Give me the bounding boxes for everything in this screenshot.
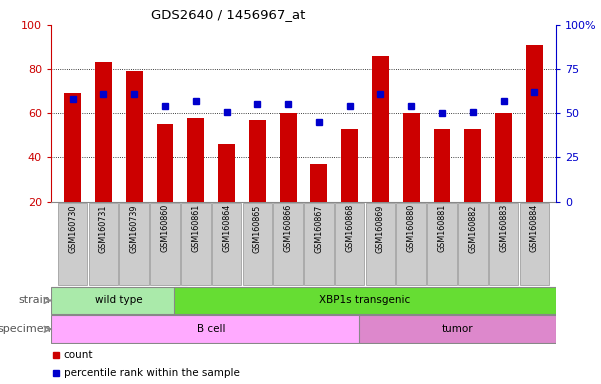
FancyBboxPatch shape (273, 203, 303, 285)
FancyBboxPatch shape (458, 203, 487, 285)
Text: GSM160880: GSM160880 (407, 204, 416, 252)
Bar (403, 113, 419, 202)
Text: wild type: wild type (95, 295, 142, 306)
Bar (311, 164, 328, 202)
FancyBboxPatch shape (174, 286, 556, 314)
Text: GSM160884: GSM160884 (530, 204, 539, 252)
FancyBboxPatch shape (51, 316, 371, 343)
Text: GSM160868: GSM160868 (345, 204, 354, 252)
Text: GSM160739: GSM160739 (130, 204, 139, 253)
Text: count: count (64, 350, 93, 360)
FancyBboxPatch shape (489, 203, 519, 285)
Text: GSM160861: GSM160861 (191, 204, 200, 252)
Text: GSM160881: GSM160881 (438, 204, 447, 252)
FancyBboxPatch shape (51, 286, 186, 314)
Text: GSM160882: GSM160882 (468, 204, 477, 253)
Text: GSM160869: GSM160869 (376, 204, 385, 253)
FancyBboxPatch shape (520, 203, 549, 285)
Bar (188, 118, 204, 202)
Bar (279, 113, 296, 202)
FancyBboxPatch shape (150, 203, 180, 285)
Bar (249, 120, 266, 202)
Text: GSM160860: GSM160860 (160, 204, 169, 252)
Text: GDS2640 / 1456967_at: GDS2640 / 1456967_at (151, 8, 305, 21)
Text: GSM160866: GSM160866 (284, 204, 293, 252)
Text: GSM160867: GSM160867 (314, 204, 323, 253)
FancyBboxPatch shape (335, 203, 364, 285)
Bar (526, 45, 543, 202)
Text: XBP1s transgenic: XBP1s transgenic (320, 295, 410, 306)
FancyBboxPatch shape (212, 203, 242, 285)
Bar (218, 144, 235, 202)
Bar (433, 129, 451, 202)
Text: strain: strain (19, 295, 50, 306)
Text: percentile rank within the sample: percentile rank within the sample (64, 367, 240, 377)
Text: GSM160865: GSM160865 (253, 204, 262, 253)
FancyBboxPatch shape (58, 203, 87, 285)
Bar (126, 71, 142, 202)
Bar (64, 93, 81, 202)
Bar (465, 129, 481, 202)
Text: GSM160731: GSM160731 (99, 204, 108, 253)
FancyBboxPatch shape (365, 203, 395, 285)
FancyBboxPatch shape (88, 203, 118, 285)
FancyBboxPatch shape (397, 203, 426, 285)
Text: specimen: specimen (0, 324, 50, 334)
Bar (495, 113, 512, 202)
Bar (95, 63, 112, 202)
Text: tumor: tumor (442, 324, 473, 334)
FancyBboxPatch shape (304, 203, 334, 285)
FancyBboxPatch shape (120, 203, 149, 285)
Bar (372, 56, 389, 202)
Text: GSM160730: GSM160730 (68, 204, 77, 253)
Text: GSM160864: GSM160864 (222, 204, 231, 252)
FancyBboxPatch shape (243, 203, 272, 285)
Text: GSM160883: GSM160883 (499, 204, 508, 252)
Bar (341, 129, 358, 202)
Bar (156, 124, 174, 202)
FancyBboxPatch shape (359, 316, 556, 343)
Text: B cell: B cell (197, 324, 225, 334)
FancyBboxPatch shape (427, 203, 457, 285)
FancyBboxPatch shape (181, 203, 210, 285)
